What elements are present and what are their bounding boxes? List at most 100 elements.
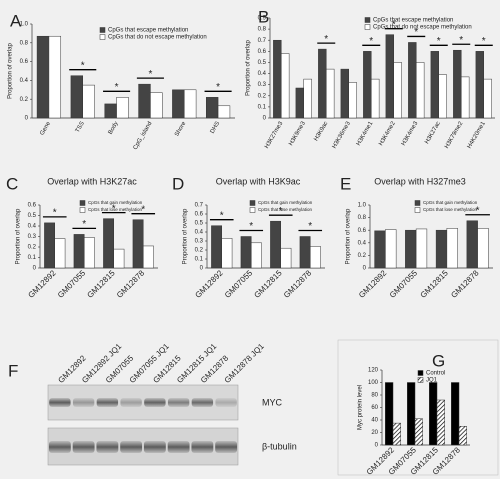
y-tick-label: 0.6 [20,59,29,65]
legend-swatch [79,200,86,206]
significance-star: * [476,205,480,216]
bar [438,74,447,119]
y-tick-label: 0 [25,116,29,122]
blot-band [144,398,166,407]
legend-label: CpGs that escape methylation [108,28,188,34]
panel-letter: D [172,174,184,193]
significance-star: * [148,69,152,80]
bar [172,89,185,119]
legend-swatch [414,200,421,206]
y-tick-label: 40 [371,418,378,424]
panel-letter: B [258,7,269,26]
bar [116,97,129,119]
y-tick-label: 0.3 [195,239,204,245]
y-tick-label: 0 [263,116,267,122]
legend-label: CpGs that lose methylation [258,207,313,212]
chart-title: Overlap with H3K27ac [47,176,137,186]
y-axis-label: Proportion of overlap [246,39,252,95]
y-axis-label: Proportion of overlap [346,208,352,264]
y-tick-label: 0.7 [258,38,267,44]
y-tick-label: 0 [33,266,37,272]
y-tick-label: 0 [363,266,367,272]
bar [143,245,154,269]
y-tick-label: 0 [200,266,204,272]
legend-label: JQ1 [426,378,438,384]
bar [466,220,478,269]
bar [371,78,380,119]
legend-label: CpGs that gain methylation [88,200,143,205]
y-tick-label: 0.4 [195,230,204,236]
bar [435,229,448,269]
bar [429,382,438,446]
bar [458,426,467,446]
significance-star: * [141,204,145,215]
y-tick-label: 0.9 [258,16,267,22]
y-tick-label: 80 [371,393,378,399]
legend-swatch [414,207,421,213]
legend-swatch [249,200,256,206]
bar [363,51,372,119]
panel-letter: A [10,11,22,30]
significance-star: * [369,36,373,47]
y-tick-label: 0.1 [258,104,267,110]
legend-swatch [417,370,424,376]
y-tick-label: 0.4 [258,71,267,77]
bar [44,222,55,269]
y-tick-label: 0.2 [20,97,29,103]
y-tick-label: 20 [371,430,378,436]
blot-band [48,441,71,453]
legend-swatch [364,17,371,23]
y-tick-label: 0.1 [195,257,204,263]
y-tick-label: 0.8 [258,27,267,33]
legend-label: CpGs that lose methylation [88,207,143,212]
panel-letter: G [432,351,445,370]
y-tick-label: 0.4 [28,224,37,230]
legend-label: CpGs that do not escape methylation [373,25,472,31]
significance-star: * [220,210,224,221]
bar [113,248,125,269]
significance-star: * [216,82,220,93]
bar [446,228,458,269]
y-tick-label: 0.3 [28,234,37,240]
y-tick-label: 0.4 [20,78,29,84]
blot-band [167,398,190,407]
y-tick-label: 0.5 [28,213,37,219]
legend-label: CpGs that lose methylation [423,207,478,212]
bar [270,220,281,269]
bar [414,418,423,446]
bar [36,35,50,119]
x-tick-label: DHS [210,121,222,135]
bar [392,422,401,446]
significance-star: * [482,36,486,47]
bar [453,49,462,119]
significance-star: * [392,19,396,30]
y-tick-label: 0.6 [28,203,37,209]
legend-swatch [249,207,256,213]
bar [436,399,445,446]
bar [407,382,416,446]
legend-swatch [99,34,106,40]
legend-label: CpGs that gain methylation [258,200,313,205]
legend-swatch [417,377,424,383]
bar [415,228,428,269]
blot-band [215,441,238,453]
significance-star: * [249,221,253,232]
bar [385,34,394,119]
bar [451,382,460,446]
bar [54,238,66,269]
bar [273,39,282,119]
significance-star: * [324,34,328,45]
bar [104,103,117,119]
bar [430,51,439,119]
blot-band [191,398,214,407]
bar [138,83,151,119]
y-tick-label: 0.6 [195,212,204,218]
chart-title: Overlap with H3K9ac [216,176,301,186]
panel-letter: E [340,174,351,193]
y-tick-label: 0.5 [258,60,267,66]
significance-star: * [437,36,441,47]
bar [348,82,357,119]
blot-band [96,441,119,453]
significance-star: * [115,82,119,93]
